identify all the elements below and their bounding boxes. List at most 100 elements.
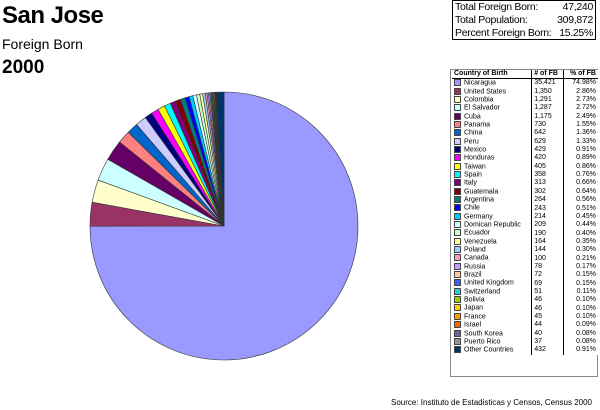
country-name: United Kingdom xyxy=(464,279,514,287)
legend-country: South Korea xyxy=(452,329,532,338)
legend-country: United Kingdom xyxy=(452,279,532,287)
country-name: Mexico xyxy=(464,146,487,154)
legend-country: Germany xyxy=(452,212,532,221)
country-name: Guatemala xyxy=(464,188,499,195)
legend-count: 164 xyxy=(531,237,564,247)
legend-row: Puerto Rico 37 0.08% xyxy=(452,337,598,347)
legend-row: Ecuador 190 0.40% xyxy=(452,229,598,238)
legend-percent: 0.44% xyxy=(563,221,598,230)
country-name: Argentina xyxy=(464,196,494,204)
legend-country: Cuba xyxy=(452,112,532,121)
country-name: Peru xyxy=(464,137,479,145)
legend-swatch xyxy=(454,246,461,254)
country-name: France xyxy=(464,313,486,321)
legend-percent: 74.98% xyxy=(563,78,598,88)
country-name: Colombia xyxy=(464,96,494,104)
legend-count: 214 xyxy=(531,212,564,222)
country-name: Nicaragua xyxy=(464,79,496,87)
country-name: Israel xyxy=(464,321,482,329)
legend-row: Argentina 264 0.56% xyxy=(452,196,598,205)
legend-count: 432 xyxy=(531,346,564,355)
legend-country: Spain xyxy=(452,170,532,179)
legend-percent: 0.76% xyxy=(563,170,598,180)
stat-total-foreign-born: Total Foreign Born: 47,240 xyxy=(455,1,593,14)
country-name: Domican Republic xyxy=(464,221,521,229)
legend-count: 40 xyxy=(531,329,564,338)
legend-swatch xyxy=(454,187,461,195)
legend-count: 730 xyxy=(531,120,564,130)
legend-percent: 2.49% xyxy=(563,112,598,121)
legend-count: 243 xyxy=(531,204,564,213)
legend-count: 1,291 xyxy=(531,95,564,105)
country-name: Canada xyxy=(464,254,489,262)
legend-row: Other Countries 432 0.91% xyxy=(452,346,598,355)
chart-title: San Jose xyxy=(2,2,104,29)
legend-percent: 0.10% xyxy=(563,296,598,305)
legend-row: Nicaragua 35,421 74.98% xyxy=(452,78,598,88)
legend-swatch xyxy=(454,229,461,237)
legend-country: Argentina xyxy=(452,196,532,204)
legend-row: Russia 78 0.17% xyxy=(452,262,598,272)
legend-country: Puerto Rico xyxy=(452,337,532,346)
legend-count: 358 xyxy=(531,170,564,180)
legend-country: Taiwan xyxy=(452,162,532,171)
legend-swatch xyxy=(454,304,461,312)
legend-row: Poland 144 0.30% xyxy=(452,246,598,255)
country-name: Chile xyxy=(464,204,480,212)
legend-swatch xyxy=(454,154,461,162)
country-name: Germany xyxy=(464,213,493,221)
legend-swatch xyxy=(454,346,461,354)
legend-row: Venezuela 164 0.35% xyxy=(452,237,598,247)
legend-row: Honduras 420 0.89% xyxy=(452,154,598,163)
legend-swatch xyxy=(454,212,461,220)
legend-swatch xyxy=(454,95,461,103)
stat-label: Total Foreign Born: xyxy=(455,1,539,13)
legend-swatch xyxy=(454,287,461,295)
legend-swatch xyxy=(454,312,461,320)
legend-count: 629 xyxy=(531,137,564,146)
legend-percent: 0.56% xyxy=(563,196,598,205)
legend-country: Russia xyxy=(452,262,532,271)
legend-percent: 2.73% xyxy=(563,95,598,105)
legend-percent: 0.66% xyxy=(563,179,598,188)
legend-swatch xyxy=(454,204,461,212)
country-name: Other Countries xyxy=(464,346,514,354)
legend-swatch xyxy=(454,170,461,178)
legend-swatch xyxy=(454,87,461,95)
chart-year: 2000 xyxy=(2,57,45,78)
country-name: Switzerland xyxy=(464,288,501,296)
legend-country: China xyxy=(452,129,532,137)
legend-count: 44 xyxy=(531,321,564,330)
legend-swatch xyxy=(454,221,461,229)
legend-percent: 0.91% xyxy=(563,145,598,155)
legend-row: Switzerland 51 0.11% xyxy=(452,287,598,297)
legend-row: Canada 100 0.21% xyxy=(452,254,598,263)
legend-count: 642 xyxy=(531,129,564,138)
legend-row: Guatemala 302 0.64% xyxy=(452,187,598,196)
legend-swatch xyxy=(454,237,461,245)
header-count: # of FB xyxy=(531,70,564,80)
legend-swatch xyxy=(454,296,461,304)
country-name: Cuba xyxy=(464,112,481,120)
legend-percent: 2.86% xyxy=(563,87,598,96)
country-name: Brazil xyxy=(464,271,482,279)
legend-percent: 0.64% xyxy=(563,187,598,196)
legend-swatch xyxy=(454,145,461,153)
legend-count: 37 xyxy=(531,337,564,347)
legend-count: 264 xyxy=(531,196,564,205)
country-name: China xyxy=(464,129,483,137)
legend-country: El Salvador xyxy=(452,104,532,112)
legend-percent: 0.15% xyxy=(563,279,598,288)
legend-count: 1,350 xyxy=(531,87,564,96)
legend-percent: 0.17% xyxy=(563,262,598,272)
legend-row: South Korea 40 0.08% xyxy=(452,329,598,338)
legend-swatch xyxy=(454,254,461,262)
legend-country: Other Countries xyxy=(452,346,532,354)
legend-row: United States 1,350 2.86% xyxy=(452,87,598,96)
stat-value: 15.25% xyxy=(559,27,593,39)
summary-box: Total Foreign Born: 47,240 Total Populati… xyxy=(452,0,596,40)
legend-percent: 0.09% xyxy=(563,321,598,330)
legend-country: Brazil xyxy=(452,271,532,279)
legend-percent: 1.36% xyxy=(563,129,598,138)
legend-country: Peru xyxy=(452,137,532,146)
